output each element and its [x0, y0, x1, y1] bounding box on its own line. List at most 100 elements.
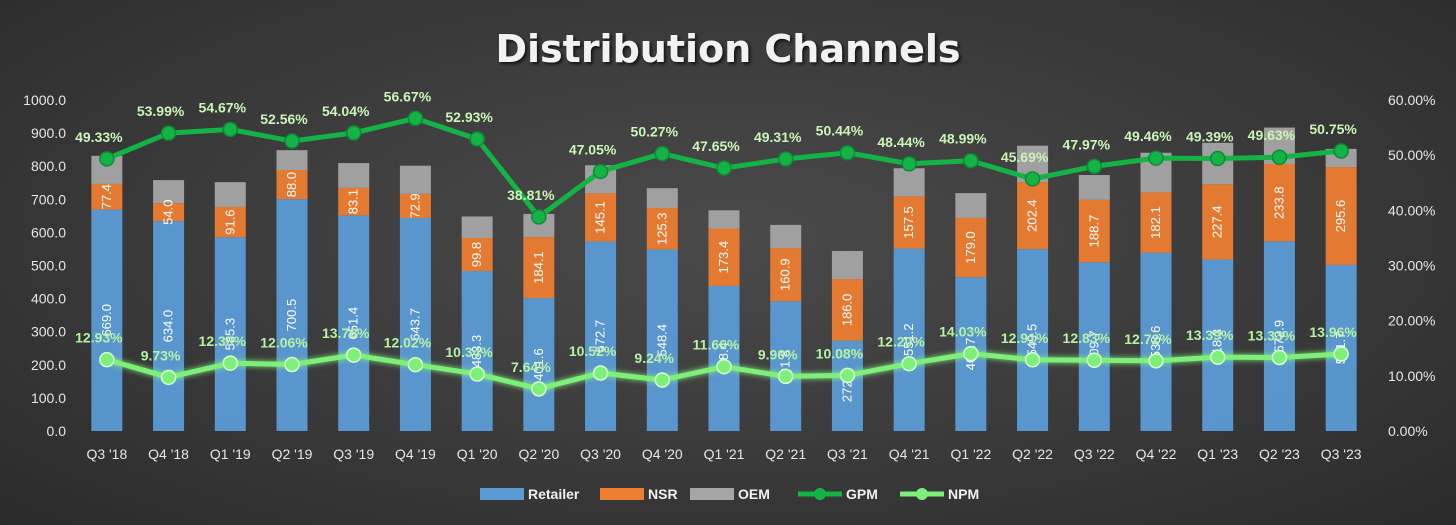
- oem-bar: [276, 150, 308, 171]
- npm-point: [716, 358, 732, 375]
- right-axis-tick: 40.00%: [1388, 202, 1435, 218]
- left-axis-tick: 200.0: [31, 357, 66, 373]
- nsr-bar: [338, 187, 370, 216]
- retailer-data-label: 538.6: [1148, 326, 1163, 359]
- oem-bar: [153, 180, 185, 204]
- left-axis-tick: 400.0: [31, 291, 66, 307]
- gpm-data-label: 48.99%: [939, 131, 987, 147]
- nsr-bar: [770, 248, 802, 302]
- right-axis: 0.00% 10.00% 20.00% 30.00% 40.00% 50.00% 60.00…: [1388, 92, 1435, 439]
- nsr-bar: [399, 193, 431, 218]
- gpm-data-label: 47.05%: [569, 141, 617, 157]
- gpm-data-label: 53.99%: [137, 103, 185, 119]
- npm-point: [160, 369, 177, 386]
- gpm-point: [592, 163, 609, 180]
- retailer-bar: [276, 199, 308, 431]
- gpm-point: [99, 151, 115, 167]
- npm-point: [284, 356, 300, 373]
- category-label: Q2 '23: [1259, 446, 1300, 462]
- oem-bar: [708, 210, 740, 229]
- gpm-data-label: 54.04%: [322, 103, 370, 119]
- npm-data-label: 10.08%: [816, 345, 864, 361]
- gpm-point: [777, 151, 794, 167]
- npm-data-label: 13.39%: [1186, 327, 1234, 343]
- gpm-point: [1333, 143, 1349, 159]
- right-axis-tick: 20.00%: [1388, 313, 1435, 329]
- category-label: Q1 '22: [950, 446, 991, 462]
- npm-point: [839, 367, 856, 384]
- gpm-point: [284, 133, 300, 149]
- npm-data-label: 9.24%: [634, 350, 674, 366]
- npm-point: [407, 356, 424, 373]
- nsr-data-label: 188.7: [1086, 215, 1101, 248]
- npm-point: [1333, 346, 1349, 362]
- npm-point: [1086, 352, 1103, 368]
- retailer-bar: [338, 215, 370, 431]
- nsr-data-label: 182.1: [1148, 206, 1163, 239]
- nsr-data-label: 91.6: [222, 209, 237, 234]
- nsr-bar: [1017, 182, 1049, 250]
- left-axis-tick: 600.0: [31, 224, 66, 240]
- gpm-legend-label: GPM: [846, 486, 878, 502]
- npm-point: [531, 381, 547, 397]
- category-label: Q4 '18: [148, 446, 189, 462]
- npm-data-label: 13.96%: [1309, 324, 1357, 340]
- nsr-bar: [1202, 184, 1234, 260]
- retailer-legend-label: Retailer: [528, 486, 580, 502]
- gpm-data-label: 47.65%: [692, 138, 740, 154]
- retailer-bar: [153, 221, 185, 431]
- nsr-bar: [708, 228, 740, 286]
- nsr-data-label: 173.4: [716, 241, 731, 274]
- gpm-point: [716, 160, 732, 176]
- retailer-bar: [585, 241, 617, 431]
- gpm-data-label: 50.27%: [631, 124, 679, 140]
- retailer-bar: [214, 237, 246, 431]
- retailer-bar: [708, 285, 740, 431]
- category-label: Q4 '22: [1136, 446, 1177, 462]
- retailer-bar: [461, 271, 493, 431]
- right-axis-tick: 10.00%: [1388, 368, 1435, 384]
- nsr-bar: [1325, 167, 1357, 265]
- retailer-bar: [523, 298, 555, 431]
- nsr-bar: [1263, 163, 1295, 242]
- category-label: Q3 '20: [580, 446, 621, 462]
- nsr-bar: [1078, 199, 1110, 263]
- npm-data-label: 12.20%: [877, 334, 925, 350]
- npm-data-label: 13.33%: [1248, 327, 1296, 343]
- oem-bar: [461, 216, 493, 238]
- legend[interactable]: Retailer NSR OEM GPM NPM: [480, 486, 979, 502]
- npm-point: [592, 365, 609, 381]
- npm-point: [654, 372, 671, 388]
- nsr-bar: [1140, 192, 1172, 253]
- gpm-data-label: 45.69%: [1001, 149, 1049, 165]
- right-axis-tick: 0.00%: [1388, 423, 1428, 439]
- retailer-bar: [1017, 249, 1049, 431]
- retailer-data-label: 585.3: [222, 318, 237, 351]
- retailer-legend-swatch: [480, 488, 524, 500]
- nsr-legend-swatch: [600, 488, 644, 500]
- npm-data-label: 10.52%: [569, 343, 617, 359]
- oem-bar: [893, 168, 925, 197]
- retailer-data-label: 643.7: [407, 308, 422, 341]
- category-label: Q2 '19: [272, 446, 313, 462]
- gpm-data-label: 49.63%: [1248, 127, 1296, 143]
- oem-bar: [399, 165, 431, 194]
- category-label: Q1 '20: [457, 446, 498, 462]
- left-axis-tick: 1000.0: [23, 92, 66, 108]
- nsr-bar: [893, 196, 925, 249]
- nsr-data-label: 227.4: [1210, 206, 1225, 239]
- nsr-bar: [585, 193, 617, 242]
- category-axis: Q3 '18 Q4 '18 Q1 '19 Q2 '19 Q3 '19 Q4 '19 Q1 '…: [86, 446, 1361, 462]
- npm-point: [1024, 352, 1041, 368]
- retailer-data-label: 669.0: [99, 304, 114, 337]
- gpm-point: [222, 121, 239, 138]
- gpm-data-label: 38.81%: [507, 187, 555, 203]
- retailer-bar: [1202, 259, 1234, 431]
- nsr-data-label: 54.0: [161, 200, 176, 225]
- gpm-point: [654, 145, 671, 162]
- npm-legend-marker: [916, 488, 928, 500]
- nsr-data-label: 160.9: [778, 258, 793, 291]
- left-axis-tick: 0.0: [47, 423, 67, 439]
- left-axis-tick: 100.0: [31, 390, 66, 406]
